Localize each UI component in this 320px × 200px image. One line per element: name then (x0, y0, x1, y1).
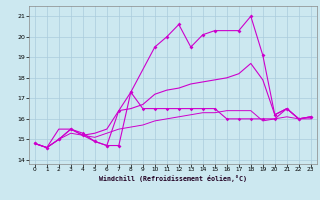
X-axis label: Windchill (Refroidissement éolien,°C): Windchill (Refroidissement éolien,°C) (99, 175, 247, 182)
